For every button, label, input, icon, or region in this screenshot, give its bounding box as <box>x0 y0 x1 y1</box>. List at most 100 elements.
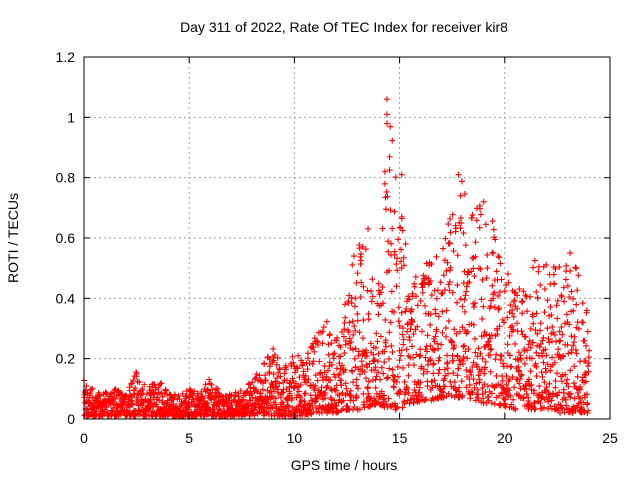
data-point <box>481 381 488 388</box>
data-point <box>435 357 442 364</box>
data-point <box>379 284 386 291</box>
data-point <box>371 367 378 374</box>
data-point <box>497 260 504 267</box>
data-point <box>441 375 448 382</box>
data-point <box>342 366 349 373</box>
data-point <box>541 309 548 316</box>
data-point <box>146 399 153 406</box>
data-point <box>331 397 338 404</box>
data-point <box>562 371 569 378</box>
data-point <box>561 298 568 305</box>
data-point <box>504 314 511 321</box>
data-point <box>444 365 451 372</box>
data-point <box>482 364 489 371</box>
data-point <box>379 300 386 307</box>
data-point <box>510 396 517 403</box>
data-point <box>409 343 416 350</box>
data-point <box>553 370 560 377</box>
data-point <box>493 351 500 358</box>
data-point <box>518 356 525 363</box>
data-point <box>555 346 562 353</box>
data-point <box>336 370 343 377</box>
data-point <box>491 400 498 407</box>
data-point <box>506 376 513 383</box>
data-point <box>365 225 372 232</box>
data-point <box>448 338 455 345</box>
data-point <box>479 384 486 391</box>
data-point <box>129 401 136 408</box>
data-point <box>450 247 457 254</box>
data-point <box>412 273 419 280</box>
data-point <box>469 212 476 219</box>
data-point <box>516 286 523 293</box>
data-point <box>272 395 279 402</box>
data-point <box>245 401 252 408</box>
data-point <box>130 377 137 384</box>
data-point <box>441 366 448 373</box>
data-point <box>553 302 560 309</box>
data-point <box>311 399 318 406</box>
data-point <box>419 289 426 296</box>
data-point <box>433 253 440 260</box>
data-point <box>339 362 346 369</box>
data-point <box>500 360 507 367</box>
data-point <box>342 314 349 321</box>
data-point <box>470 265 477 272</box>
data-point <box>394 363 401 370</box>
data-point <box>387 319 394 326</box>
data-point <box>398 309 405 316</box>
data-point <box>341 301 348 308</box>
data-point <box>263 405 270 412</box>
data-point <box>311 335 318 342</box>
data-point <box>411 283 418 290</box>
data-point <box>504 341 511 348</box>
data-point <box>449 289 456 296</box>
data-point <box>367 340 374 347</box>
data-point <box>356 329 363 336</box>
data-point <box>335 372 342 379</box>
data-point <box>489 218 496 225</box>
data-point <box>458 178 465 185</box>
data-point <box>454 282 461 289</box>
data-point <box>360 283 367 290</box>
data-point <box>496 289 503 296</box>
data-point <box>582 371 589 378</box>
data-point <box>447 264 454 271</box>
data-point <box>403 384 410 391</box>
data-point <box>490 250 497 257</box>
data-point <box>430 370 437 377</box>
data-point <box>459 392 466 399</box>
data-point <box>292 380 299 387</box>
data-point <box>541 379 548 386</box>
data-point <box>333 365 340 372</box>
data-point <box>373 330 380 337</box>
data-point <box>301 390 308 397</box>
data-point <box>443 333 450 340</box>
data-point <box>289 375 296 382</box>
y-tick-label: 0.2 <box>56 351 76 367</box>
data-point <box>462 242 469 249</box>
data-point <box>543 387 550 394</box>
data-point <box>500 319 507 326</box>
data-point <box>377 333 384 340</box>
data-point <box>391 208 398 215</box>
data-point <box>351 323 358 330</box>
data-point <box>563 262 570 269</box>
data-point <box>154 403 161 410</box>
data-point <box>338 382 345 389</box>
data-point <box>170 400 177 407</box>
data-point <box>441 383 448 390</box>
data-point <box>579 374 586 381</box>
data-point <box>191 398 198 405</box>
data-point <box>527 344 534 351</box>
data-point <box>444 259 451 266</box>
data-point <box>502 396 509 403</box>
data-point <box>581 394 588 401</box>
data-point <box>509 374 516 381</box>
data-point <box>186 394 193 401</box>
data-point <box>321 369 328 376</box>
data-point <box>475 345 482 352</box>
data-point <box>572 346 579 353</box>
data-point <box>270 371 277 378</box>
data-point <box>158 389 165 396</box>
